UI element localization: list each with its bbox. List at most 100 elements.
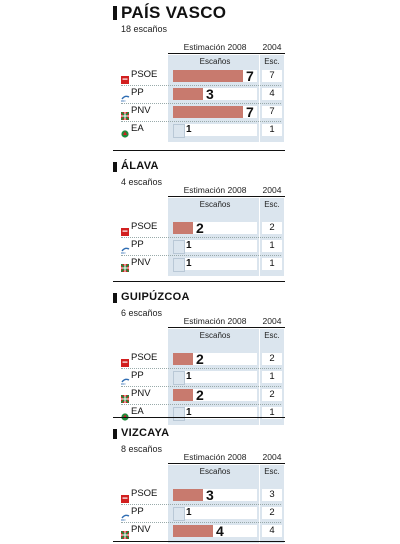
year-2004-value: 2: [262, 353, 282, 365]
estimate-bar: [173, 124, 185, 138]
esc-subheader: Esc.: [264, 331, 280, 340]
pnv-logo-icon: [120, 526, 130, 540]
bar-track: 1: [173, 240, 257, 254]
party-row-pp: pp PP 1 1: [0, 237, 400, 256]
party-row-ea: EA 1 1: [0, 404, 400, 423]
bar-track: 7: [173, 68, 257, 84]
bar-track: 3: [173, 86, 257, 102]
header-rule: [168, 196, 285, 197]
party-label: PP: [131, 239, 144, 250]
chart-section-1: ÁLAVA 4 escaños Estimación 2008 2004 Escaños…: [0, 150, 400, 277]
svg-text:pp: pp: [121, 98, 126, 102]
estimate-bar: [173, 258, 185, 272]
esc-subheader: Esc.: [264, 200, 280, 209]
section-title: PAÍS VASCO: [121, 3, 227, 22]
party-label: PSOE: [131, 221, 158, 232]
party-row-pp: pp PP 1 1: [0, 368, 400, 387]
row-separator: [121, 237, 281, 238]
year-2004-column-header: 2004: [262, 185, 282, 195]
estimate-column-header: Estimación 2008: [183, 316, 247, 326]
section-subtitle: 6 escaños: [121, 308, 163, 318]
svg-text:pp: pp: [121, 517, 126, 521]
section-marker: [113, 293, 117, 303]
party-label: PSOE: [131, 69, 158, 80]
pnv-logo-icon: [120, 390, 130, 404]
svg-text:pp: pp: [121, 250, 126, 254]
escanos-subheader: Escaños: [199, 57, 231, 66]
estimate-value-label: 7: [246, 104, 254, 120]
bar-track: 2: [173, 220, 257, 236]
ea-logo-icon: [121, 125, 129, 138]
pp-logo-icon: pp: [121, 89, 130, 103]
section-subtitle: 18 escaños: [121, 24, 168, 34]
party-row-psoe: PSOE 3 3: [0, 487, 400, 505]
estimate-bar: [173, 525, 213, 537]
row-separator: [121, 404, 281, 405]
section-title: GUIPÚZCOA: [121, 291, 190, 303]
year-2004-value: 3: [262, 489, 282, 501]
year-2004-value: 1: [262, 371, 282, 383]
chart-section-3: VIZCAYA 8 escaños Estimación 2008 2004 Escañ…: [0, 417, 400, 544]
estimate-value-label: 1: [186, 371, 192, 382]
estimate-bar: [173, 222, 193, 234]
bar-track: 1: [173, 507, 257, 521]
estimate-value-label: 2: [196, 351, 204, 367]
party-row-ea: EA 1 1: [0, 121, 400, 140]
row-separator: [121, 504, 281, 505]
pnv-logo-icon: [120, 259, 130, 273]
party-row-pp: pp PP 3 4: [0, 85, 400, 104]
year-2004-value: 1: [262, 407, 282, 419]
estimate-value-label: 1: [186, 507, 192, 518]
party-label: EA: [131, 406, 144, 417]
header-rule: [168, 327, 285, 328]
party-label: PNV: [131, 388, 151, 399]
escanos-subheader: Escaños: [199, 331, 231, 340]
estimate-bar: [173, 371, 185, 385]
bar-track: 7: [173, 104, 257, 120]
year-2004-value: 1: [262, 124, 282, 136]
party-label: PNV: [131, 524, 151, 535]
chart-section-2: GUIPÚZCOA 6 escaños Estimación 2008 2004 Esc…: [0, 281, 400, 425]
section-marker: [113, 162, 117, 172]
estimate-bar: [173, 353, 193, 365]
esc-subheader: Esc.: [264, 467, 280, 476]
escanos-subheader: Escaños: [199, 467, 231, 476]
year-2004-column-header: 2004: [262, 42, 282, 52]
estimate-bar: [173, 88, 203, 100]
party-label: PP: [131, 370, 144, 381]
estimate-column-header: Estimación 2008: [183, 452, 247, 462]
section-divider: [113, 281, 285, 282]
section-marker: [113, 429, 117, 439]
estimate-bar: [173, 389, 193, 401]
row-separator: [121, 255, 281, 256]
pp-logo-icon: pp: [121, 241, 130, 255]
bottom-rule: [113, 541, 285, 542]
escanos-subheader: Escaños: [199, 200, 231, 209]
estimate-value-label: 4: [216, 523, 224, 539]
party-row-psoe: PSOE 2 2: [0, 220, 400, 238]
party-label: PNV: [131, 257, 151, 268]
year-2004-column-header: 2004: [262, 316, 282, 326]
esc-subheader: Esc.: [264, 57, 280, 66]
year-2004-value: 1: [262, 240, 282, 252]
pp-logo-icon: pp: [121, 508, 130, 522]
section-title: ÁLAVA: [121, 160, 159, 172]
year-2004-value: 2: [262, 507, 282, 519]
year-2004-value: 7: [262, 70, 282, 82]
party-row-pnv: PNV 2 2: [0, 386, 400, 405]
party-row-pnv: PNV 7 7: [0, 103, 400, 122]
bar-track: 4: [173, 523, 257, 539]
year-2004-value: 7: [262, 106, 282, 118]
party-label: PNV: [131, 105, 151, 116]
party-label: PSOE: [131, 488, 158, 499]
year-2004-value: 4: [262, 525, 282, 537]
section-title: VIZCAYA: [121, 427, 170, 439]
ea-logo-icon: [121, 408, 129, 421]
estimate-column-header: Estimación 2008: [183, 185, 247, 195]
estimate-value-label: 7: [246, 68, 254, 84]
row-separator: [121, 121, 281, 122]
estimate-bar: [173, 106, 243, 118]
estimate-value-label: 1: [186, 240, 192, 251]
bar-track: 1: [173, 371, 257, 385]
estimate-value-label: 3: [206, 86, 214, 102]
